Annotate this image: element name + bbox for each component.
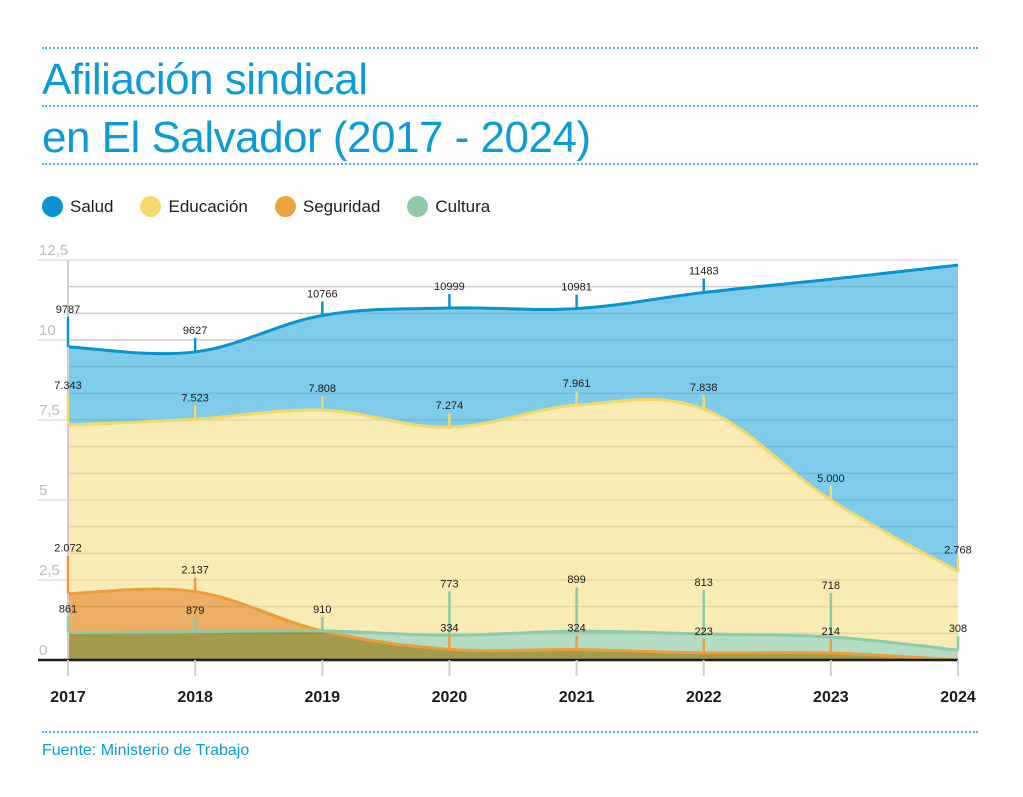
x-tick-label: 2019 [304,689,340,706]
x-tick-label: 2023 [813,689,849,706]
data-label-seguridad: 2.072 [54,543,82,555]
data-label-cultura: 910 [313,604,331,616]
title-rule-middle [42,105,978,107]
data-label-educacion: 7.808 [309,383,337,395]
legend-item-salud: Salud [42,196,113,217]
chart-title-line-2: en El Salvador (2017 - 2024) [42,113,591,162]
data-label-educacion: 7.274 [436,400,464,412]
legend-label-cultura: Cultura [435,196,491,216]
chart-title-line-1: Afiliación sindical [42,55,368,104]
line-educacion [67,397,959,573]
y-tick-label: 2,5 [39,562,60,579]
inner-gridlines [68,285,958,635]
legend-dot-salud-icon [42,196,63,217]
tick-labels: 0 2,5 5 7,5 10 12,5 2017 2018 2019 2020 2021 2022 20… [39,242,976,706]
data-label-educacion: 5.000 [817,473,845,485]
data-label-salud: 9627 [183,325,207,337]
y-tick-label: 0 [39,642,47,659]
y-tick-label: 7,5 [39,402,60,419]
legend-item-educacion: Educación [140,196,248,217]
label-stems [66,278,960,654]
data-label-cultura: 879 [186,605,204,617]
series-lines [67,263,959,662]
data-label-educacion: 7.838 [690,382,718,394]
data-label-educacion: 7.523 [181,392,209,404]
source-note: Fuente: Ministerio de Trabajo [42,742,250,759]
legend-label-educacion: Educación [168,196,248,216]
data-labels: 9787 9627 10766 10999 10981 11483 7.343 7.523 7.… [54,266,972,639]
data-label-cultura: 813 [695,577,713,589]
title-rule-bottom [42,163,978,165]
data-label-seguridad: 214 [822,626,840,638]
legend-dot-cultura-icon [407,196,429,217]
data-label-cultura: 861 [59,603,77,615]
data-label-salud: 9787 [56,304,80,316]
area-educacion [68,399,958,660]
data-label-seguridad: 2.137 [181,565,209,577]
data-label-seguridad: 334 [440,622,458,634]
data-label-seguridad: 223 [695,626,713,638]
line-salud [67,263,959,356]
data-label-educacion: 7.961 [563,378,591,390]
data-label-salud: 10999 [434,281,465,293]
x-tick-label: 2018 [177,689,213,706]
y-tick-label: 5 [39,482,47,499]
data-label-salud: 10766 [307,288,338,300]
data-label-cultura: 899 [567,574,585,586]
data-label-seguridad: 324 [567,623,585,635]
x-tick-label: 2017 [50,689,86,706]
legend-label-seguridad: Seguridad [302,196,381,216]
legend: Salud Educación Seguridad Cultura [42,196,517,217]
data-label-cultura: 718 [822,580,840,592]
data-label-cultura: 773 [440,578,458,590]
data-label-educacion: 2.768 [944,544,972,556]
x-tick-label: 2021 [559,689,595,706]
x-tick-label: 2020 [432,689,468,706]
legend-item-seguridad: Seguridad [274,196,381,217]
data-label-educacion: 7.343 [54,380,82,392]
data-label-salud: 11483 [689,266,719,278]
data-label-salud: 10981 [561,282,592,294]
legend-dot-seguridad-icon [274,196,296,217]
source-rule [42,731,978,733]
series-areas [68,265,958,660]
x-tick-label: 2024 [940,689,976,706]
line-seguridad [67,587,959,662]
data-label-cultura: 308 [949,623,967,635]
legend-dot-educacion-icon [140,196,162,217]
legend-item-cultura: Cultura [407,196,490,217]
y-tick-label: 10 [39,322,56,339]
y-tick-label: 12,5 [39,242,68,259]
title-rule-top [42,47,978,49]
x-tick-label: 2022 [686,689,722,706]
line-cultura [67,629,959,652]
legend-label-salud: Salud [70,196,114,216]
